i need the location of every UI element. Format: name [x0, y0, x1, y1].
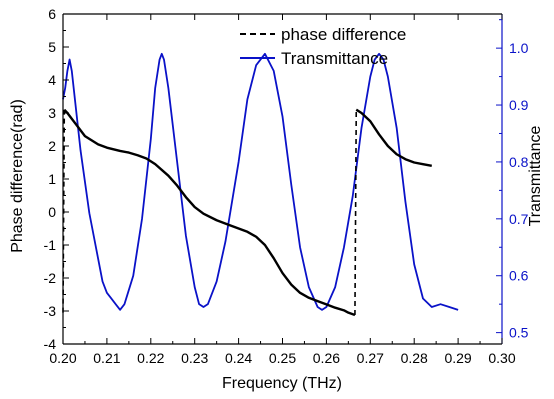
legend: phase difference Transmittance	[240, 25, 406, 68]
x-tick-label: 0.25	[269, 350, 296, 366]
y-right-tick-label: 0.6	[509, 268, 529, 284]
y-left-tick-label: 0	[48, 204, 56, 220]
x-tick-label: 0.23	[181, 350, 208, 366]
x-axis-label: Frequency (THz)	[222, 375, 342, 392]
y-left-tick-label: -2	[44, 270, 57, 286]
x-tick-label: 0.24	[225, 350, 252, 366]
phase-difference-line	[63, 108, 356, 317]
y-right-tick-label: 0.8	[509, 154, 529, 170]
y-left-tick-label: 4	[48, 72, 56, 88]
y-left-tick-label: -4	[44, 336, 57, 352]
y-left-tick-label: 3	[48, 105, 56, 121]
y-left-tick-label: -1	[44, 237, 57, 253]
y-axis-left-label: Phase difference(rad)	[9, 99, 26, 253]
series-layer	[62, 52, 459, 317]
x-tick-label: 0.30	[488, 350, 515, 366]
x-tick-label: 0.22	[137, 350, 164, 366]
transmittance-line	[62, 52, 459, 311]
y-left-tick-label: -3	[44, 303, 57, 319]
x-tick-label: 0.26	[313, 350, 340, 366]
x-tick-label: 0.20	[49, 350, 76, 366]
y-left-tick-label: 1	[48, 171, 56, 187]
y-right-tick-label: 0.9	[509, 97, 529, 113]
x-tick-label: 0.21	[93, 350, 120, 366]
y-right-tick-label: 0.7	[509, 211, 529, 227]
y-axis-right-label: Transmittance	[527, 126, 544, 227]
phase-difference-line	[355, 108, 432, 167]
x-tick-label: 0.27	[357, 350, 384, 366]
y-left-tick-label: 5	[48, 39, 56, 55]
legend-phase-label: phase difference	[281, 25, 406, 44]
legend-transmittance-label: Transmittance	[281, 49, 388, 68]
phase-wrap-jump	[354, 109, 358, 315]
y-right-tick-label: 0.5	[509, 325, 529, 341]
phase-wrap-jump	[62, 109, 66, 313]
y-right-tick-label: 1.0	[509, 40, 529, 56]
y-left-tick-label: 6	[48, 6, 56, 22]
y-left-tick-label: 2	[48, 138, 56, 154]
x-tick-label: 0.29	[444, 350, 471, 366]
ticks-layer: 0.20 0.21 0.22 0.23 0.24 0.25 0.26 0.27 0.28 0.29…	[44, 6, 529, 366]
x-tick-label: 0.28	[401, 350, 428, 366]
